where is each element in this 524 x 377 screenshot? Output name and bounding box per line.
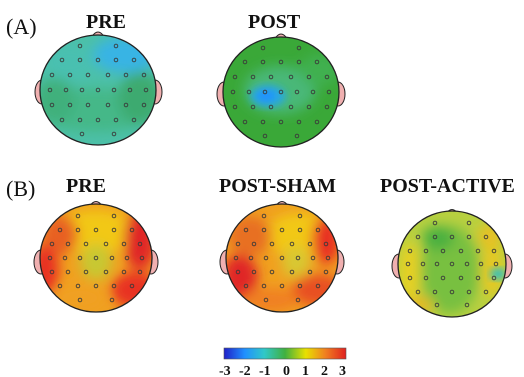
map-title-a-post: POST xyxy=(248,11,301,33)
head-outline xyxy=(222,36,340,148)
colorbar-tick-label: -1 xyxy=(259,364,271,377)
map-title-b-post-active: POST-ACTIVE xyxy=(380,175,515,197)
head-map-b-pre xyxy=(33,201,159,313)
colorbar-tick-label: 3 xyxy=(339,364,346,377)
electrode-grid xyxy=(47,43,149,137)
electrode-grid xyxy=(47,213,145,303)
panel-label-b: (B) xyxy=(6,176,35,201)
head-map-b-post-active xyxy=(391,209,513,318)
colorbar-tick-label: -3 xyxy=(219,364,231,377)
head-outline xyxy=(39,34,157,146)
colorbar-tick-label: -2 xyxy=(239,364,251,377)
electrode-grid xyxy=(405,220,499,308)
head-map-a-post xyxy=(216,33,346,148)
colorbar: -3 -2 -1 0 1 2 3 xyxy=(219,347,347,377)
head-map-a-pre xyxy=(34,31,163,146)
electrode-grid xyxy=(230,45,332,139)
map-title-b-post-sham: POST-SHAM xyxy=(219,175,336,197)
map-title-b-pre: PRE xyxy=(66,175,106,197)
head-map-b-post-sham xyxy=(219,201,345,313)
colorbar-tick-label: 0 xyxy=(283,364,290,377)
head-outline xyxy=(397,210,507,318)
map-title-a-pre: PRE xyxy=(86,11,126,33)
activity-fill xyxy=(398,211,506,317)
colorbar-tick-label: 1 xyxy=(302,364,309,377)
head-outline xyxy=(225,203,339,313)
electrode-grid xyxy=(233,213,331,303)
colorbar-gradient xyxy=(223,347,347,360)
colorbar-tick-label: 2 xyxy=(321,364,328,377)
panel-label-a: (A) xyxy=(6,14,37,39)
head-outline xyxy=(39,203,153,313)
